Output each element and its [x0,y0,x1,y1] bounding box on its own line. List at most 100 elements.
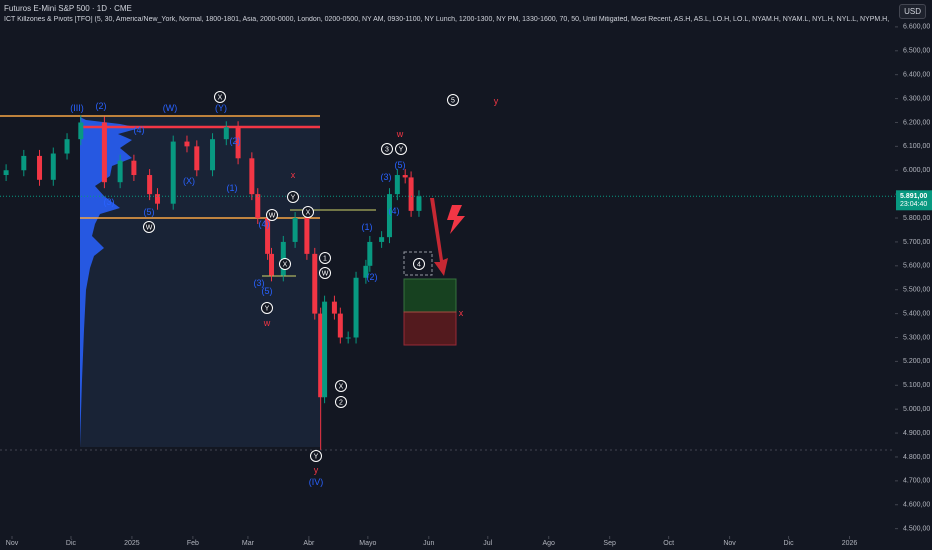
candle [223,121,229,146]
x-tick-label: Ago [542,540,555,547]
candle-body [37,155,43,180]
wave-circle [335,396,347,408]
currency-button[interactable]: USD [899,4,926,19]
wave-label: w [396,129,404,139]
wave-label: 4 [417,261,421,268]
candle-body [21,155,27,171]
y-tick-label: 4.700,00 [903,478,930,485]
lightning [447,205,465,234]
y-axis: 6.600,00 6.500,00 6.400,00 6.300,00 6.200,00… [895,24,930,532]
candle [408,171,414,217]
wave-label: (1) [362,222,373,232]
wave-label: (W) [163,103,178,113]
candle [170,135,176,210]
candle-body [367,241,373,266]
candle [64,133,70,160]
candle-body [363,265,369,278]
y-tick-label: 6.300,00 [903,95,930,102]
candle [312,247,318,320]
candle-body [265,218,271,254]
candle-body [78,122,84,140]
y-tick-label: 5.700,00 [903,239,930,246]
wave-label: Y [314,453,319,460]
candle [78,115,84,146]
candle [210,133,216,177]
wave-circle [335,380,347,392]
wave-label: W [322,270,329,277]
candle-body [3,170,9,176]
target-box [403,251,433,276]
last-price-label: 5.891,00 [900,193,927,200]
candle [322,295,328,404]
y-tick-label: 5.800,00 [903,215,930,222]
candle-body [394,175,400,195]
candle [416,190,422,217]
candle [367,235,373,272]
wave-label: (3) [254,278,265,288]
candle [345,331,351,344]
wave-label: (3) [381,172,392,182]
y-tick-label: 6.100,00 [903,143,930,150]
candle [363,259,369,284]
candle-body [184,141,190,147]
wave-label: 3 [385,146,389,153]
y-tick-label: 6.500,00 [903,48,930,55]
wave-label: (1) [227,183,238,193]
wave-circle [395,143,407,155]
wave-label: (Y) [215,103,227,113]
candle [265,212,271,260]
candle-body [64,139,70,154]
candle [402,169,408,184]
candle-body [255,194,261,219]
x-tick-label: Nov [6,540,19,547]
countdown: 23:04:40 [900,201,927,208]
y-tick-label: 5.600,00 [903,263,930,270]
wave-circle [413,258,425,270]
wave-label: X [339,383,344,390]
candle [101,116,107,189]
candle-body [304,218,310,254]
candle-body [322,301,328,398]
last-price-box [896,190,932,211]
y-tick-label: 4.900,00 [903,430,930,437]
wave-label: (4) [259,219,270,229]
wave-label: 5 [451,97,455,104]
wave-label: (3) [104,197,115,207]
x-tick-label: Mar [242,540,255,547]
candle [235,121,241,165]
volume-profile [80,117,140,447]
candle-body [402,175,408,178]
wave-label: y [494,96,499,106]
wave-circle [266,209,278,221]
candle [131,154,137,181]
candle [21,149,27,177]
price-axis [895,0,932,550]
wave-circle [381,143,393,155]
candle [249,152,255,201]
wave-label: W [269,212,276,219]
wave-label: (5) [144,207,155,217]
wave-label: (5) [395,160,406,170]
candle-body [292,218,298,242]
candle [304,212,310,260]
wave-label: (2) [96,101,107,111]
candle-body [154,194,160,204]
candle-body [117,160,123,183]
candle [394,169,400,201]
candle-body [235,127,241,159]
stop-zone [403,311,457,346]
candle-body [345,337,351,339]
y-tick-label: 5.000,00 [903,406,930,413]
y-tick-label: 6.000,00 [903,167,930,174]
candle-body [147,175,153,195]
candle-body [379,237,385,242]
candle [255,188,261,225]
candle [379,231,385,248]
y-tick-label: 4.800,00 [903,454,930,461]
wave-label: Y [399,146,404,153]
x-tick-label: Nov [723,540,736,547]
candle-body [50,153,56,180]
candle-body [331,301,337,314]
